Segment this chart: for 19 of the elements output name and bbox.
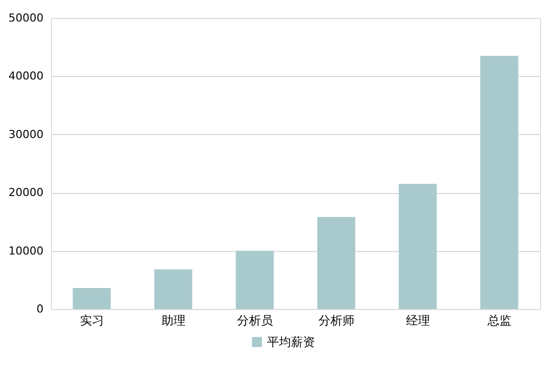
y-tick-label: 20000 — [8, 186, 44, 200]
y-tick-label: 40000 — [8, 70, 44, 83]
bar — [236, 250, 274, 309]
x-tick-label: 总监 — [486, 314, 512, 328]
bar — [154, 269, 192, 309]
x-tick-label: 实习 — [80, 314, 104, 328]
x-tick-label: 分析员 — [236, 314, 273, 328]
x-tick-label: 经理 — [406, 314, 430, 328]
y-tick-label: 10000 — [8, 244, 44, 258]
bar — [317, 217, 356, 309]
x-tick-label: 助理 — [161, 314, 186, 328]
y-tick-label: 0 — [36, 302, 44, 316]
legend-label: 平均薪资 — [267, 335, 315, 349]
bar — [398, 184, 437, 309]
y-tick-label: 30000 — [8, 128, 44, 141]
x-tick-label: 分析师 — [318, 314, 354, 328]
bar — [480, 56, 518, 309]
bar — [72, 288, 111, 309]
y-tick-label: 50000 — [8, 12, 44, 24]
